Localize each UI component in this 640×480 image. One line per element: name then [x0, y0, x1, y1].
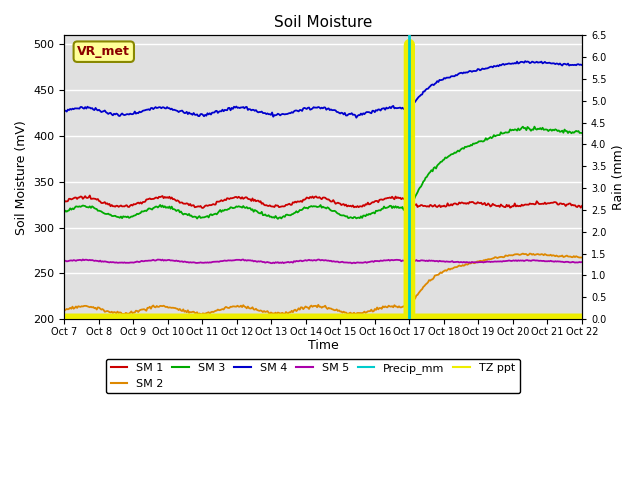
Y-axis label: Rain (mm): Rain (mm)	[612, 144, 625, 210]
Y-axis label: Soil Moisture (mV): Soil Moisture (mV)	[15, 120, 28, 235]
Legend: SM 1, SM 2, SM 3, SM 4, SM 5, Precip_mm, TZ ppt: SM 1, SM 2, SM 3, SM 4, SM 5, Precip_mm,…	[106, 359, 520, 393]
Title: Soil Moisture: Soil Moisture	[274, 15, 372, 30]
Text: VR_met: VR_met	[77, 45, 130, 58]
X-axis label: Time: Time	[308, 339, 339, 352]
